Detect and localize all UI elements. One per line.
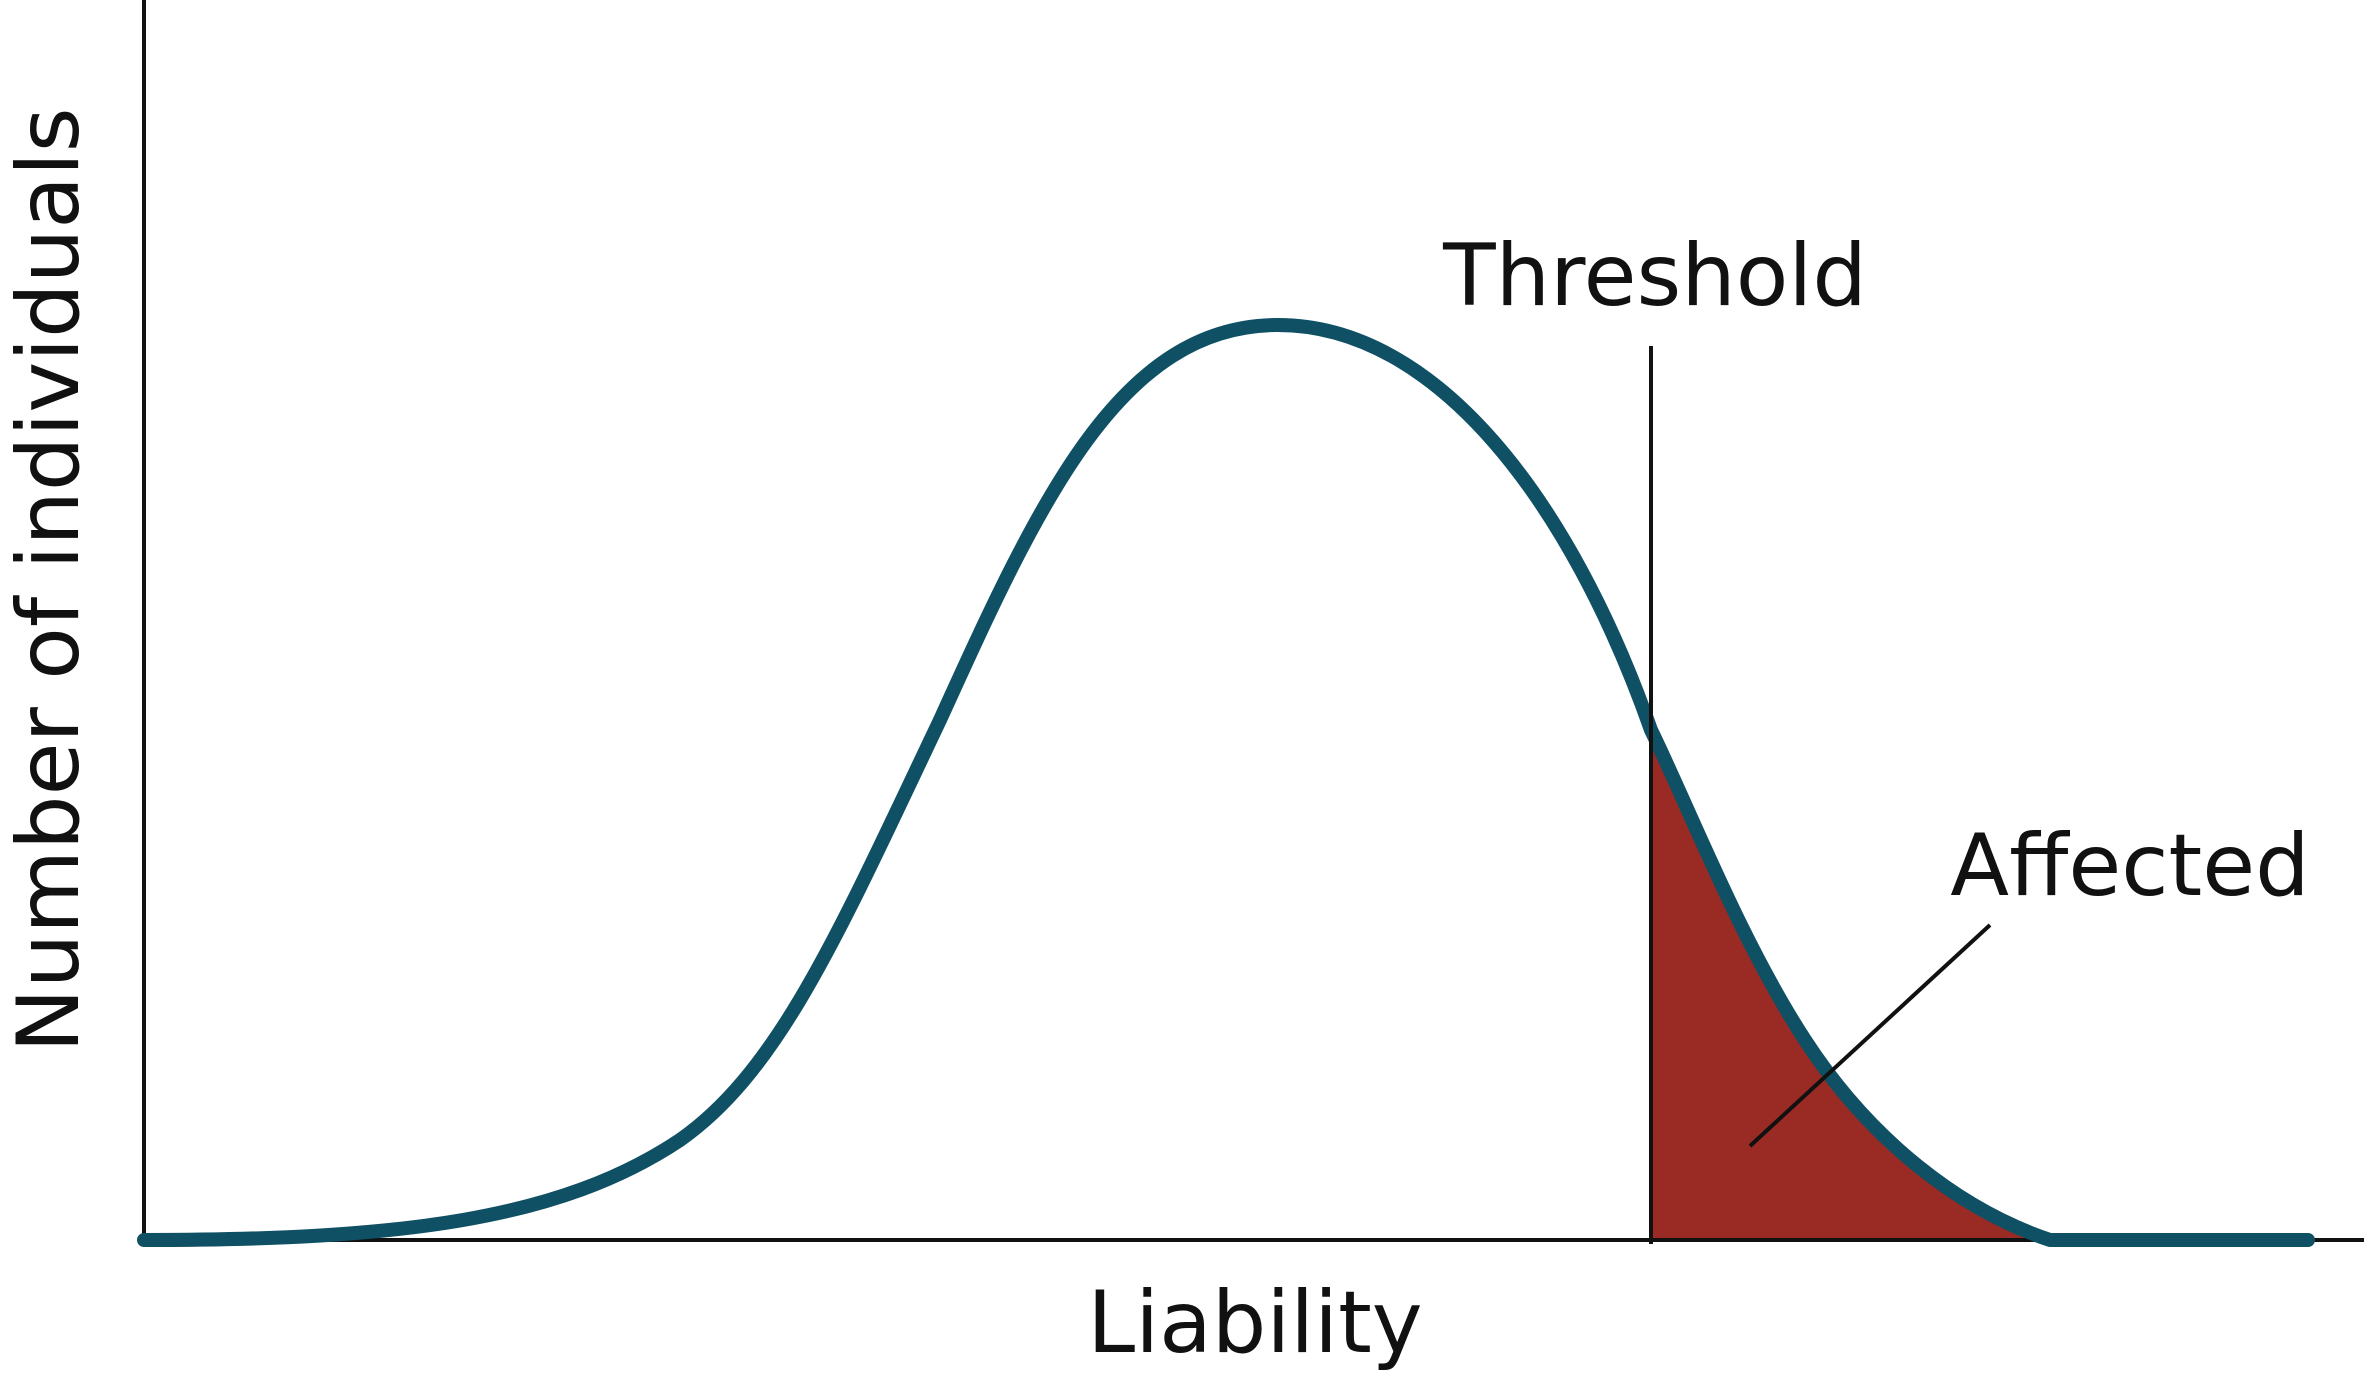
affected-region: [1651, 730, 2050, 1240]
liability-distribution-curve: [137, 318, 2315, 1248]
y-axis-label: Number of individuals: [0, 107, 99, 1052]
affected-label: Affected: [1950, 816, 2310, 916]
x-axis-label: Liability: [1087, 1273, 1422, 1373]
threshold-label: Threshold: [1442, 226, 1867, 326]
affected-pointer-line: [1748, 923, 1992, 1148]
